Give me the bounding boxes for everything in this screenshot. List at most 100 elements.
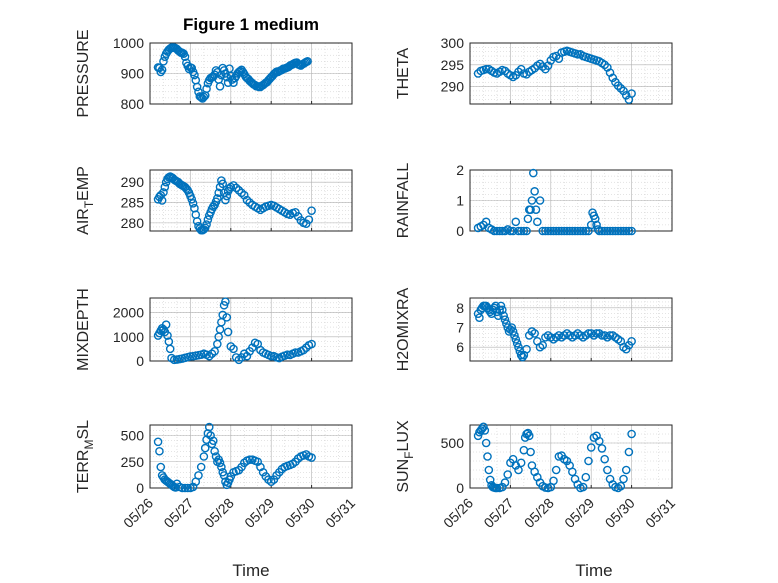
data-point xyxy=(307,453,316,462)
data-point xyxy=(502,319,511,328)
y-axis-label: H2OMIXRA xyxy=(395,287,412,371)
data-point xyxy=(245,198,254,207)
data-point xyxy=(218,179,228,189)
subplot-pressure: 800 900 1000 PRESSURE xyxy=(75,29,353,118)
data-point xyxy=(603,226,612,236)
data-point xyxy=(616,481,626,491)
x-tick-label: 05/30 xyxy=(602,495,638,531)
data-point xyxy=(530,63,539,73)
data-point xyxy=(590,214,600,224)
subplot-sun-flux: 0 500 SUNFLUX 05/26 05/27 05/28 05/29 05/30 05/3… xyxy=(395,420,678,531)
data-point xyxy=(303,57,312,66)
data-point xyxy=(568,226,577,236)
data-point xyxy=(600,60,609,70)
data-point xyxy=(492,483,502,493)
data-point xyxy=(627,89,636,98)
y-tick-label: 6 xyxy=(456,339,464,355)
data-point xyxy=(159,57,168,66)
x-tick-label: 05/30 xyxy=(282,495,318,531)
x-axis-label-left: Time xyxy=(232,561,269,580)
data-point xyxy=(584,329,593,338)
data-point xyxy=(500,478,510,487)
data-point xyxy=(204,422,214,432)
data-point xyxy=(621,465,631,475)
data-point xyxy=(475,313,484,322)
data-point xyxy=(511,335,521,344)
x-tick-label: 05/27 xyxy=(160,495,196,531)
x-tick-label: 05/28 xyxy=(201,495,237,531)
y-tick-label: 300 xyxy=(441,35,465,51)
data-point xyxy=(506,226,515,236)
data-point xyxy=(480,426,490,435)
data-point xyxy=(627,429,636,439)
data-point xyxy=(573,226,583,236)
y-tick-label: 1000 xyxy=(113,35,144,51)
data-point xyxy=(495,305,504,315)
data-point xyxy=(581,226,591,236)
data-point xyxy=(627,337,636,346)
data-point xyxy=(621,90,631,100)
y-tick-label: 8 xyxy=(456,300,464,316)
data-point xyxy=(245,455,254,464)
data-point xyxy=(188,199,198,208)
y-tick-label: 2000 xyxy=(113,305,144,321)
data-point xyxy=(215,458,225,468)
data-point xyxy=(619,226,628,236)
subplot-theta: 290 295 300 THETA xyxy=(395,35,673,105)
data-point xyxy=(508,226,518,236)
subplot-air-temp: 280 285 290 AIRTEMP xyxy=(75,166,353,235)
data-point xyxy=(597,444,607,453)
data-point xyxy=(481,438,491,448)
data-point xyxy=(578,226,588,236)
data-point xyxy=(594,226,604,236)
data-point xyxy=(199,225,209,234)
data-point xyxy=(546,226,556,236)
axes-frame xyxy=(469,42,673,105)
data-point xyxy=(597,331,607,340)
data-point xyxy=(210,347,219,356)
data-point xyxy=(242,351,252,361)
data-point xyxy=(165,344,175,354)
data-point xyxy=(307,206,316,215)
data-point xyxy=(551,465,561,475)
y-tick-label: 2 xyxy=(456,162,464,178)
y-tick-label: 800 xyxy=(121,96,145,112)
data-point xyxy=(608,73,618,83)
data-point xyxy=(514,465,523,475)
data-point xyxy=(516,64,526,74)
data-point xyxy=(538,226,548,236)
y-tick-label: 0 xyxy=(136,480,144,496)
y-tick-label: 285 xyxy=(121,195,145,211)
data-point xyxy=(204,351,214,361)
y-tick-label: 1 xyxy=(456,193,464,209)
data-point xyxy=(535,196,545,205)
data-point xyxy=(613,81,623,90)
data-point xyxy=(624,226,634,236)
data-point xyxy=(581,472,591,482)
y-axis-label: SUNFLUX xyxy=(395,420,416,493)
data-point xyxy=(187,194,197,204)
data-point xyxy=(202,84,211,94)
data-point xyxy=(600,454,609,464)
y-tick-label: 0 xyxy=(456,223,464,239)
data-point xyxy=(192,216,202,226)
data-point xyxy=(156,462,166,472)
data-point xyxy=(603,465,612,475)
data-point xyxy=(234,355,244,365)
data-point xyxy=(155,446,164,456)
data-point xyxy=(498,226,507,236)
data-point xyxy=(242,195,252,205)
data-point xyxy=(485,475,495,485)
data-point xyxy=(203,215,213,224)
data-point xyxy=(530,187,539,196)
data-point xyxy=(283,350,292,360)
axes-frame xyxy=(149,169,353,232)
data-point xyxy=(608,226,618,236)
y-tick-label: 7 xyxy=(456,320,464,336)
data-point xyxy=(605,226,615,236)
data-point xyxy=(503,470,513,479)
data-point xyxy=(208,436,218,446)
data-point xyxy=(516,350,526,360)
